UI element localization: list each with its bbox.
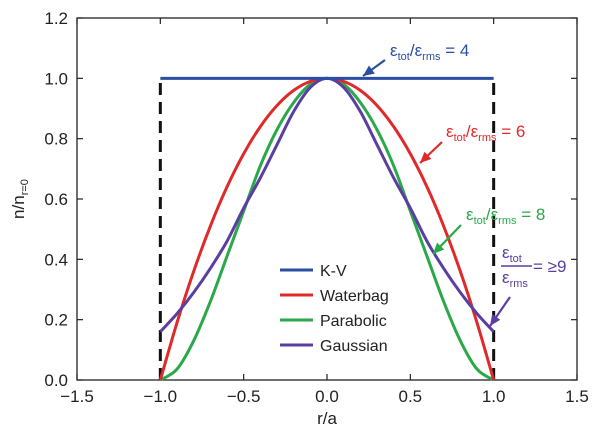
ticks: −1.5 −1.0 −0.5 0.0 0.5 1.0 1.5 0.0 0.2 0.4 0.6 0.8 1… [44,9,588,406]
x-tick-label: 1.5 [565,387,589,406]
annotation-arrow-head [363,65,375,76]
y-axis-title-sub: r=0 [19,179,31,195]
boundary-lines [158,78,496,380]
annotation-numerator: εtot [502,243,522,265]
y-tick-label: 0.8 [44,130,68,149]
x-tick-label: 0.0 [315,387,339,406]
x-tick-label: −1.5 [60,387,94,406]
y-tick-label: 0.4 [44,250,68,269]
annotation-label: εtot/εrms = 6 [446,122,525,144]
y-axis-title-main: n/n [9,195,28,219]
annotation-arrow-head [420,151,432,163]
legend-label: K-V [320,263,347,280]
y-tick-label: 1.0 [44,69,68,88]
x-tick-label: 0.5 [399,387,423,406]
series-line-waterbag [158,76,496,381]
annotation-arrow-head [433,242,445,254]
annotation-label: εtot/εrms = 8 [466,205,545,227]
annotation-equation: = ≥9 [533,257,566,276]
annotation-arrow-head [490,314,501,326]
y-tick-label: 0.0 [44,371,68,390]
series-lines [158,76,496,382]
y-tick-label: 0.6 [44,190,68,209]
annotation-fraction: εtot εrms = ≥9 [501,243,566,290]
x-tick-label: −1.0 [144,387,178,406]
legend: K-V Waterbag Parabolic Gaussian [280,263,389,355]
y-axis-title: n/nr=0 [9,179,31,219]
legend-label: Waterbag [320,288,389,305]
x-tick-label: −0.5 [227,387,261,406]
legend-label: Gaussian [320,338,388,355]
annotations: εtot/εrms = 4 εtot/εrms = 6 εtot/εrms = 8 ε… [390,41,566,290]
annotation-label: εtot/εrms = 4 [390,41,469,63]
y-tick-label: 1.2 [44,9,68,28]
annotation-denominator: εrms [502,268,528,290]
legend-label: Parabolic [320,313,387,330]
x-axis-title: r/a [317,409,337,428]
y-tick-label: 0.2 [44,311,68,330]
axis-titles: r/a n/nr=0 [9,179,337,428]
annotation-arrows [362,59,511,327]
x-tick-label: 1.0 [482,387,506,406]
